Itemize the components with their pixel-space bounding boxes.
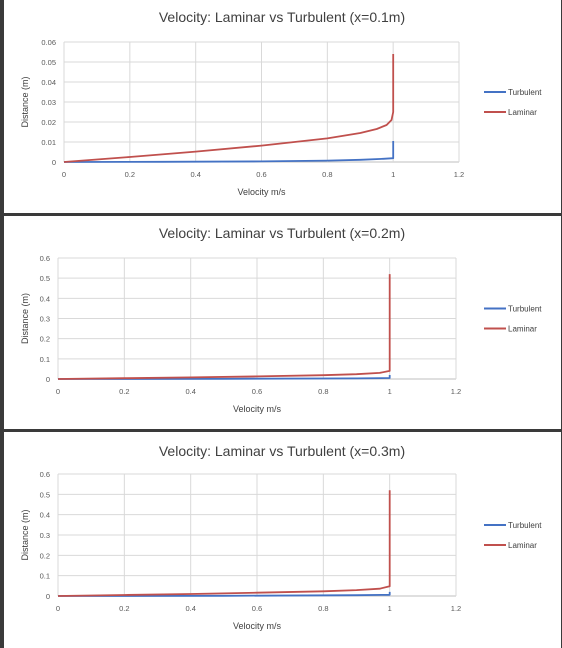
chart-title: Velocity: Laminar vs Turbulent (x=0.2m) (159, 225, 405, 241)
x-axis-label: Velocity m/s (233, 621, 282, 631)
chart-3: Velocity: Laminar vs Turbulent (x=0.3m) 0… (20, 443, 542, 631)
series-line-laminar (57, 490, 391, 597)
y-tick-label: 0.02 (41, 118, 56, 127)
y-tick-label: 0.3 (40, 315, 50, 324)
y-tick-label: 0.1 (40, 355, 50, 364)
legend-label-laminar: Laminar (508, 108, 537, 117)
x-tick-label: 1.2 (454, 170, 464, 179)
x-tick-label: 0.8 (322, 170, 332, 179)
y-axis-label: Distance (m) (20, 76, 30, 127)
x-tick-label: 1 (388, 387, 392, 396)
x-tick-label: 1 (391, 170, 395, 179)
chart-panel-3: Velocity: Laminar vs Turbulent (x=0.3m) 0… (4, 432, 561, 648)
x-tick-label: 0.6 (256, 170, 266, 179)
x-tick-label: 0.4 (185, 604, 195, 613)
legend-label-laminar: Laminar (508, 325, 537, 334)
x-tick-label: 1.2 (451, 604, 461, 613)
legend-label-turbulent: Turbulent (508, 305, 542, 314)
y-tick-label: 0.4 (40, 511, 50, 520)
x-tick-label: 0.8 (318, 387, 328, 396)
legend-label-turbulent: Turbulent (508, 521, 542, 530)
y-axis-label: Distance (m) (20, 293, 30, 344)
x-tick-label: 0.6 (252, 387, 262, 396)
y-axis-label: Distance (m) (20, 509, 30, 560)
y-tick-label: 0.2 (40, 335, 50, 344)
y-tick-label: 0.5 (40, 274, 50, 283)
y-tick-label: 0.3 (40, 531, 50, 540)
y-tick-label: 0.01 (41, 138, 56, 147)
chart-panel-1: Velocity: Laminar vs Turbulent (x=0.1m) 0… (4, 0, 561, 213)
x-axis-label: Velocity m/s (233, 404, 282, 414)
x-tick-label: 0.2 (119, 604, 129, 613)
y-tick-label: 0 (52, 158, 56, 167)
y-tick-label: 0 (46, 592, 50, 601)
y-tick-label: 0.03 (41, 98, 56, 107)
y-tick-label: 0.4 (40, 294, 50, 303)
x-axis-label: Velocity m/s (237, 187, 286, 197)
legend-label-laminar: Laminar (508, 541, 537, 550)
chart-2: Velocity: Laminar vs Turbulent (x=0.2m) 0… (20, 225, 542, 414)
y-tick-label: 0.2 (40, 551, 50, 560)
x-tick-label: 0 (62, 170, 66, 179)
x-tick-label: 0.4 (185, 387, 195, 396)
x-tick-label: 1.2 (451, 387, 461, 396)
x-tick-label: 0.8 (318, 604, 328, 613)
x-tick-label: 0.6 (252, 604, 262, 613)
y-tick-label: 0 (46, 375, 50, 384)
y-tick-label: 0.04 (41, 78, 56, 87)
chart-title: Velocity: Laminar vs Turbulent (x=0.1m) (159, 9, 405, 25)
y-tick-label: 0.1 (40, 572, 50, 581)
x-tick-label: 0.2 (125, 170, 135, 179)
x-tick-label: 0 (56, 604, 60, 613)
chart-title: Velocity: Laminar vs Turbulent (x=0.3m) (159, 443, 405, 459)
x-tick-label: 1 (388, 604, 392, 613)
y-tick-label: 0.6 (40, 470, 50, 479)
x-tick-label: 0.2 (119, 387, 129, 396)
y-tick-label: 0.05 (41, 58, 56, 67)
chart-1: Velocity: Laminar vs Turbulent (x=0.1m) 0… (20, 9, 542, 197)
series-line-laminar (63, 54, 395, 163)
x-tick-label: 0.4 (190, 170, 200, 179)
legend-label-turbulent: Turbulent (508, 88, 542, 97)
y-tick-label: 0.5 (40, 490, 50, 499)
series-line-turbulent (63, 141, 395, 163)
y-tick-label: 0.06 (41, 38, 56, 47)
x-tick-label: 0 (56, 387, 60, 396)
chart-panel-2: Velocity: Laminar vs Turbulent (x=0.2m) 0… (4, 216, 561, 429)
series-line-turbulent (57, 591, 391, 597)
series-line-turbulent (57, 375, 391, 380)
series-line-laminar (57, 274, 391, 380)
y-tick-label: 0.6 (40, 254, 50, 263)
